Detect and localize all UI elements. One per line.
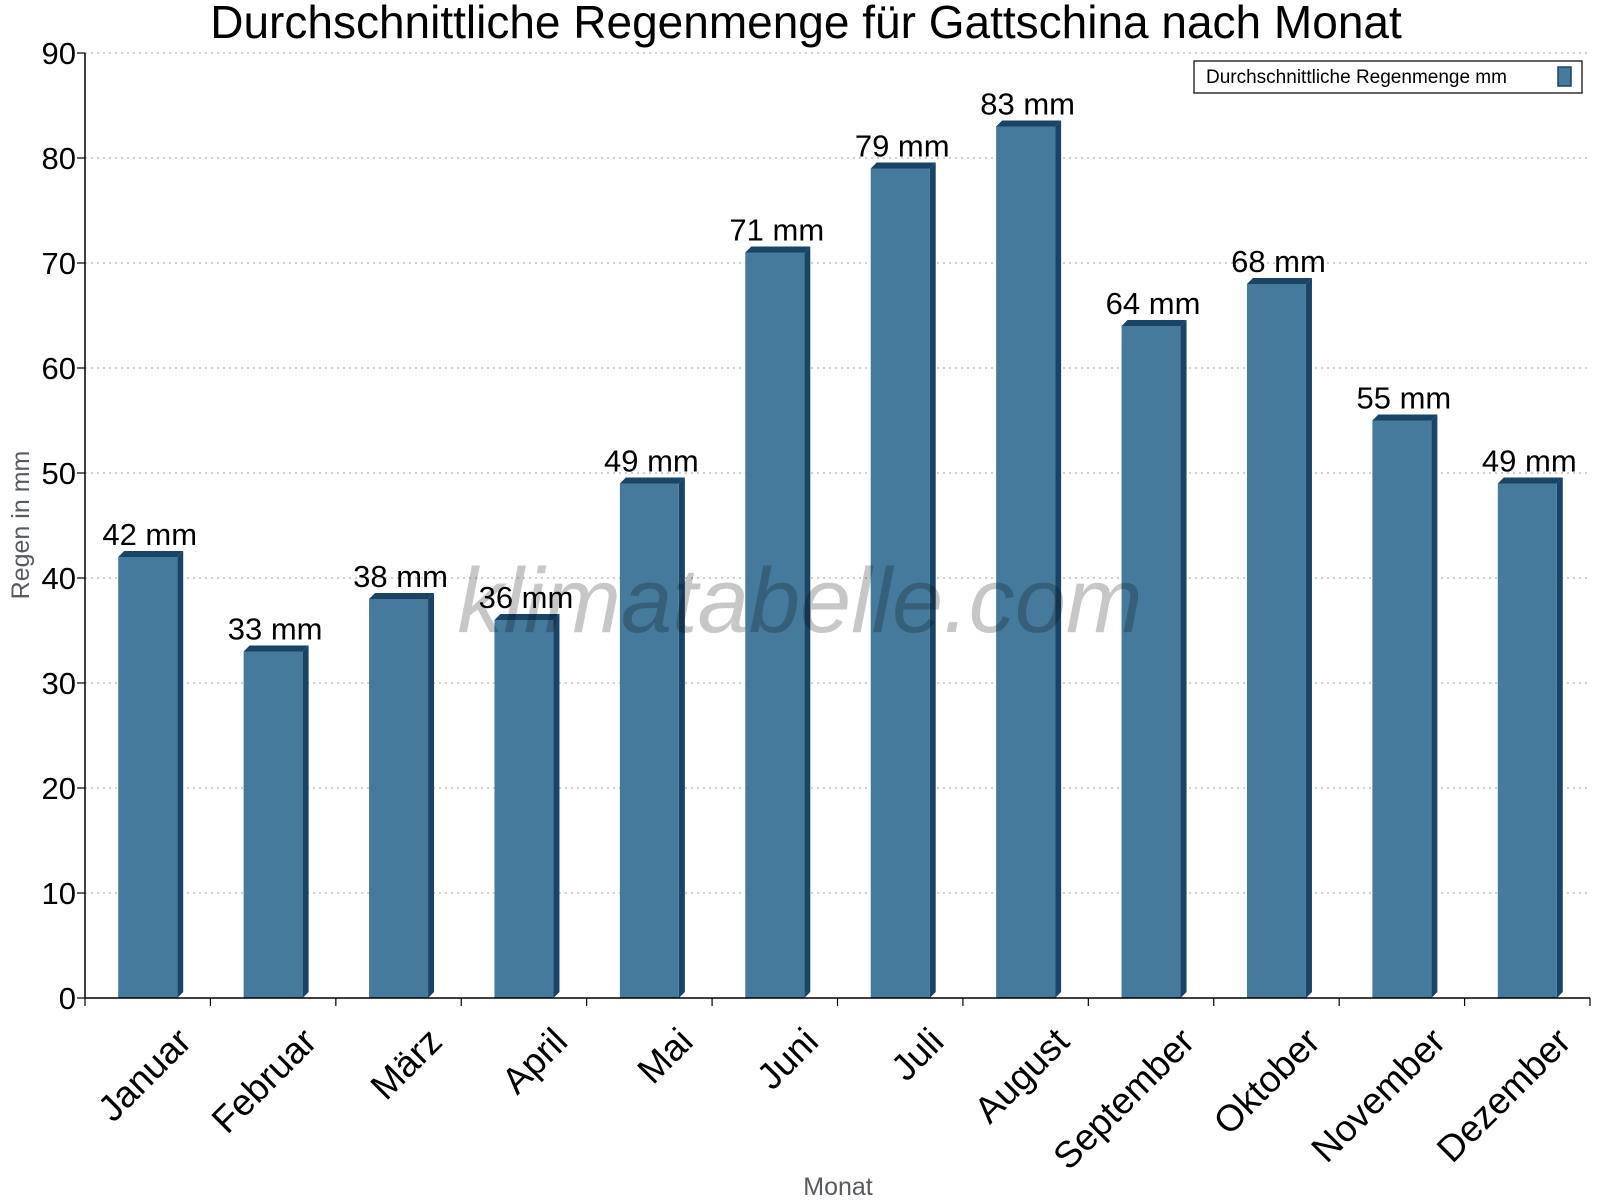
bar-face — [1121, 326, 1181, 998]
bar-top — [494, 614, 560, 620]
bar-value-label: 71 mm — [729, 213, 824, 248]
bar-side — [1055, 120, 1062, 998]
bar-side — [553, 614, 560, 998]
legend-label: Durchschnittliche Regenmenge mm — [1206, 67, 1507, 88]
bar-value-label: 83 mm — [980, 87, 1075, 122]
bar-value-label: 55 mm — [1357, 381, 1452, 416]
bar-value-label: 68 mm — [1231, 244, 1326, 279]
x-tick-label: April — [494, 1020, 575, 1101]
bar-face — [619, 483, 679, 998]
bar-face — [243, 651, 303, 998]
bar-face — [494, 620, 554, 998]
bar-face — [996, 126, 1056, 998]
chart-title: Durchschnittliche Regenmenge für Gattsch… — [210, 0, 1402, 48]
bar-labels: 42 mm 33 mm 38 mm 36 mm 49 mm 71 mm 79 mm 83 mm… — [102, 87, 1576, 647]
bar-face — [118, 557, 178, 998]
bar — [745, 246, 811, 998]
bar-side — [1305, 278, 1312, 998]
y-axis-ticks: 0 10 20 30 40 50 60 70 80 90 — [42, 36, 85, 1016]
bar-value-label: 79 mm — [855, 129, 950, 164]
bar-side — [1431, 414, 1438, 998]
bar-face — [1497, 483, 1557, 998]
bar — [1246, 278, 1312, 998]
x-tick-label: Juli — [883, 1020, 951, 1088]
y-tick-label: 0 — [59, 981, 76, 1016]
bar-value-label: 33 mm — [228, 612, 323, 647]
bar-value-label: 64 mm — [1106, 286, 1201, 321]
watermark: klimatabelle.com — [457, 550, 1142, 652]
x-tick-label: Juni — [749, 1020, 826, 1097]
bar — [369, 593, 435, 998]
bar-face — [870, 168, 930, 998]
bar — [494, 614, 560, 998]
x-tick-label: März — [363, 1020, 450, 1107]
bar-top — [1372, 414, 1438, 421]
x-tick-label: November — [1303, 1020, 1453, 1170]
x-tick-label: Februar — [204, 1020, 325, 1141]
y-tick-label: 30 — [42, 666, 76, 701]
bar-top — [1121, 320, 1187, 326]
bar-top — [870, 162, 936, 169]
x-axis-ticks: Januar Februar März April Mai Juni Juli AugustS… — [84, 998, 1591, 1177]
bar-side — [929, 162, 936, 998]
y-tick-label: 10 — [42, 876, 76, 911]
bar-value-label: 38 mm — [353, 559, 448, 594]
bar-value-label: 36 mm — [479, 580, 574, 615]
grid-lines — [85, 52, 1590, 894]
bar-top — [118, 551, 184, 557]
bar-face — [745, 252, 805, 998]
bar-top — [369, 593, 435, 599]
bar — [619, 477, 685, 998]
bar — [870, 162, 936, 998]
x-tick-label: August — [966, 1020, 1077, 1131]
y-tick-label: 70 — [42, 246, 76, 281]
legend-swatch — [1557, 66, 1572, 87]
bar — [243, 645, 309, 998]
bar — [1372, 414, 1438, 998]
bar-top — [243, 645, 309, 652]
bar — [996, 120, 1062, 998]
bar — [1497, 477, 1563, 998]
x-tick-label: Mai — [630, 1020, 701, 1091]
bar-face — [1246, 284, 1306, 998]
watermark-text: klimatabelle.com — [457, 550, 1142, 652]
x-tick-label: Dezember — [1429, 1020, 1579, 1170]
bar-top — [1246, 278, 1312, 284]
bar-top — [745, 246, 811, 253]
bars — [118, 120, 1563, 998]
legend-box — [1193, 60, 1583, 94]
bar — [118, 551, 184, 998]
bar-side — [804, 246, 811, 998]
bar-side — [177, 551, 184, 998]
bar-side — [428, 593, 435, 998]
bar-value-label: 42 mm — [102, 517, 197, 552]
bar-side — [1556, 477, 1563, 998]
bar-side — [678, 477, 685, 998]
y-tick-label: 20 — [42, 771, 76, 806]
x-tick-label: Oktober — [1206, 1020, 1328, 1142]
bar-side — [1180, 320, 1187, 998]
bar-value-label: 49 mm — [1482, 444, 1577, 479]
bar-top — [1497, 477, 1563, 484]
x-tick-label: Januar — [90, 1020, 199, 1129]
bar-side — [302, 645, 309, 998]
bar-value-label: 49 mm — [604, 444, 699, 479]
bar-top — [996, 120, 1062, 127]
y-tick-label: 60 — [42, 351, 76, 386]
legend: Durchschnittliche Regenmenge mm — [1193, 60, 1583, 94]
y-tick-label: 50 — [42, 456, 76, 491]
y-tick-label: 80 — [42, 141, 76, 176]
y-tick-label: 90 — [42, 36, 76, 71]
bar-top — [619, 477, 685, 484]
y-axis-title: Regen in mm — [7, 451, 35, 600]
x-axis-title: Monat — [803, 1173, 873, 1200]
bar — [1121, 320, 1187, 998]
bar-face — [369, 599, 429, 998]
bar-face — [1372, 420, 1432, 998]
y-tick-label: 40 — [42, 561, 76, 596]
axes — [84, 53, 1590, 999]
